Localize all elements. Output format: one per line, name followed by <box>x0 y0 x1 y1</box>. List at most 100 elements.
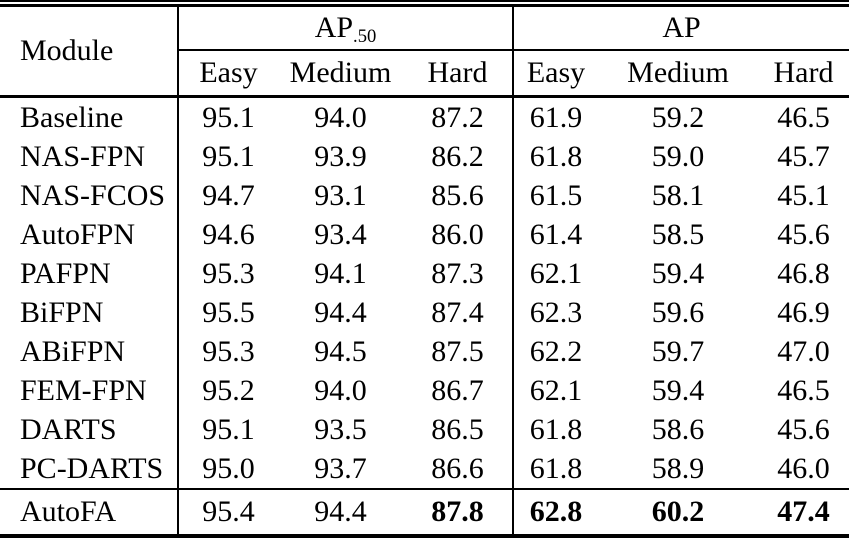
value-cell: 95.1 <box>202 100 255 134</box>
final-row-section: AutoFA 95.4 94.4 87.8 62.8 60.2 47.4 <box>0 489 849 536</box>
value-cell: 95.0 <box>202 451 255 485</box>
col-header-ap50-hard: Hard <box>427 56 488 89</box>
value-cell: 87.2 <box>431 100 484 134</box>
group-header-row: Module AP.50 AP <box>0 5 849 97</box>
table-row-autofa: AutoFA 95.4 94.4 87.8 62.8 60.2 47.4 <box>0 489 849 536</box>
value-cell: 46.5 <box>777 373 830 407</box>
value-cell: 95.3 <box>202 256 255 290</box>
value-cell: 93.7 <box>314 451 367 485</box>
value-cell: 62.1 <box>512 371 598 410</box>
module-cell: NAS-FCOS <box>0 176 179 215</box>
ap-label: AP <box>662 11 701 44</box>
value-cell: 47.4 <box>777 495 830 528</box>
ap50-subscript: .50 <box>353 26 377 48</box>
value-cell: 62.8 <box>512 489 598 536</box>
value-cell: 95.1 <box>202 139 255 173</box>
value-cell: 62.2 <box>512 332 598 371</box>
value-cell: 93.1 <box>314 178 367 212</box>
value-cell: 95.1 <box>202 412 255 446</box>
value-cell: 94.5 <box>314 334 367 368</box>
value-cell: 45.7 <box>777 139 830 173</box>
value-cell: 94.7 <box>202 178 255 212</box>
value-cell: 62.1 <box>512 254 598 293</box>
value-cell: 61.8 <box>512 137 598 176</box>
ap50-label: AP <box>314 11 354 44</box>
value-cell: 61.8 <box>512 449 598 489</box>
ap50-group-header: AP.50 <box>178 5 513 51</box>
value-cell: 85.6 <box>431 178 484 212</box>
value-cell: 61.8 <box>512 410 598 449</box>
module-cell: DARTS <box>0 410 179 449</box>
col-header-ap50-easy: Easy <box>199 56 258 89</box>
value-cell: 58.9 <box>651 451 705 485</box>
value-cell: 46.8 <box>777 256 830 290</box>
module-cell: AutoFPN <box>0 215 179 254</box>
value-cell: 62.3 <box>512 293 598 332</box>
table-row: Baseline 95.1 94.0 87.2 61.9 59.2 46.5 <box>0 96 849 137</box>
value-cell: 45.6 <box>777 412 830 446</box>
value-cell: 45.6 <box>777 217 830 251</box>
value-cell: 59.4 <box>651 373 705 407</box>
value-cell: 95.2 <box>202 373 255 407</box>
value-cell: 93.4 <box>314 217 367 251</box>
value-cell: 46.5 <box>777 100 830 134</box>
col-header-ap50-medium: Medium <box>289 56 392 89</box>
table-row: DARTS 95.1 93.5 86.5 61.8 58.6 45.6 <box>0 410 849 449</box>
value-cell: 94.0 <box>314 373 367 407</box>
module-cell: ABiFPN <box>0 332 179 371</box>
table-row: NAS-FCOS 94.7 93.1 85.6 61.5 58.1 45.1 <box>0 176 849 215</box>
table-row: PAFPN 95.3 94.1 87.3 62.1 59.4 46.8 <box>0 254 849 293</box>
value-cell: 93.9 <box>314 139 367 173</box>
module-cell: AutoFA <box>0 489 179 536</box>
sub-header-row: Easy Medium Hard Easy Medium Hard <box>0 50 849 97</box>
module-cell: PAFPN <box>0 254 179 293</box>
value-cell: 94.6 <box>202 217 255 251</box>
module-cell: BiFPN <box>0 293 179 332</box>
value-cell: 87.5 <box>431 334 484 368</box>
value-cell: 59.0 <box>651 139 705 173</box>
value-cell: 61.5 <box>512 176 598 215</box>
table-header: Module AP.50 AP Easy Medium Hard Easy Me… <box>0 5 849 97</box>
value-cell: 59.2 <box>651 100 705 134</box>
table-row: ABiFPN 95.3 94.5 87.5 62.2 59.7 47.0 <box>0 332 849 371</box>
ap-group-header: AP <box>511 5 849 51</box>
value-cell: 95.3 <box>202 334 255 368</box>
table-row: PC-DARTS 95.0 93.7 86.6 61.8 58.9 46.0 <box>0 449 849 489</box>
value-cell: 94.4 <box>314 295 367 329</box>
table-row: AutoFPN 94.6 93.4 86.0 61.4 58.5 45.6 <box>0 215 849 254</box>
value-cell: 94.4 <box>314 495 367 528</box>
module-cell: Baseline <box>0 96 179 137</box>
value-cell: 87.8 <box>431 495 484 528</box>
table-row: FEM-FPN 95.2 94.0 86.7 62.1 59.4 46.5 <box>0 371 849 410</box>
value-cell: 94.0 <box>314 100 367 134</box>
value-cell: 86.7 <box>431 373 484 407</box>
value-cell: 58.1 <box>651 178 705 212</box>
module-cell: NAS-FPN <box>0 137 179 176</box>
value-cell: 61.4 <box>512 215 598 254</box>
value-cell: 47.0 <box>777 334 830 368</box>
value-cell: 95.4 <box>202 495 255 528</box>
value-cell: 86.0 <box>431 217 484 251</box>
value-cell: 86.6 <box>431 451 484 485</box>
module-cell: FEM-FPN <box>0 371 179 410</box>
value-cell: 58.5 <box>651 217 705 251</box>
col-header-ap-hard: Hard <box>773 56 834 89</box>
value-cell: 95.5 <box>202 295 255 329</box>
value-cell: 59.6 <box>651 295 705 329</box>
value-cell: 94.1 <box>314 256 367 290</box>
value-cell: 58.6 <box>651 412 705 446</box>
value-cell: 93.5 <box>314 412 367 446</box>
value-cell: 59.4 <box>651 256 705 290</box>
module-cell: PC-DARTS <box>0 449 179 489</box>
table-row: NAS-FPN 95.1 93.9 86.2 61.8 59.0 45.7 <box>0 137 849 176</box>
results-table: Module AP.50 AP Easy Medium Hard Easy Me… <box>0 4 849 538</box>
value-cell: 61.9 <box>512 96 598 137</box>
col-header-ap-medium: Medium <box>627 56 729 89</box>
table-body: Baseline 95.1 94.0 87.2 61.9 59.2 46.5 N… <box>0 96 849 489</box>
value-cell: 86.2 <box>431 139 484 173</box>
value-cell: 60.2 <box>651 495 705 528</box>
value-cell: 87.3 <box>431 256 484 290</box>
value-cell: 87.4 <box>431 295 484 329</box>
